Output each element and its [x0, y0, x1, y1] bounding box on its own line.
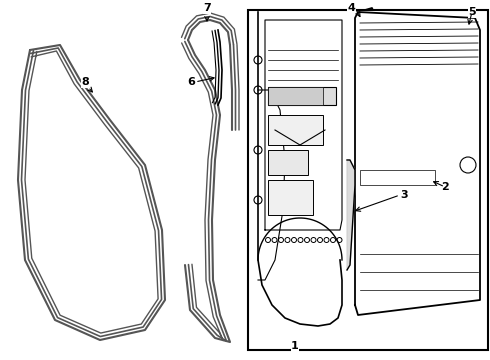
Text: 3: 3	[400, 190, 408, 200]
Text: 4: 4	[347, 3, 355, 13]
Text: 8: 8	[81, 77, 89, 87]
Bar	[268, 87, 323, 105]
Text: 1: 1	[291, 341, 299, 351]
Text: 2: 2	[441, 182, 449, 192]
Bar	[268, 87, 336, 105]
Text: 7: 7	[203, 3, 211, 13]
Polygon shape	[347, 160, 355, 270]
Bar	[268, 150, 308, 175]
Bar	[268, 180, 313, 215]
Bar	[248, 10, 488, 350]
Text: 6: 6	[187, 77, 195, 87]
Bar	[360, 170, 435, 185]
Text: 5: 5	[468, 7, 476, 17]
Bar	[268, 115, 323, 145]
